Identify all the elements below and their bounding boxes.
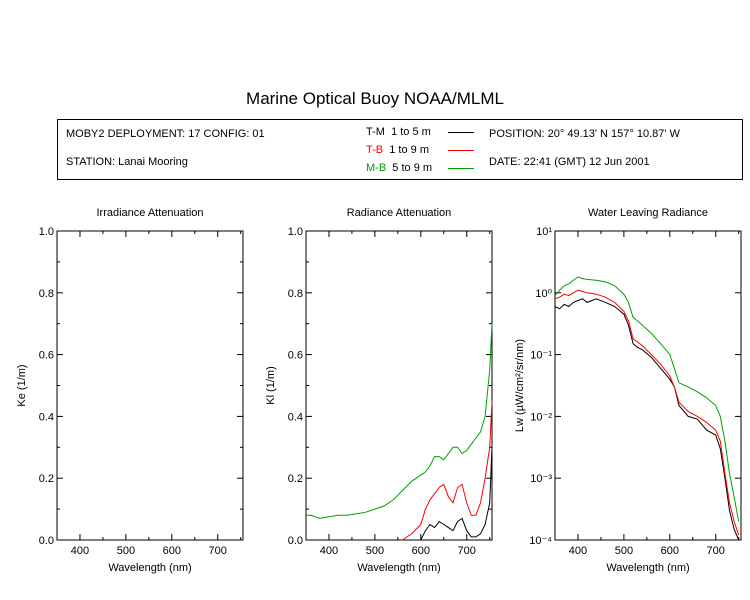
x-tick-label: 400 (320, 545, 338, 557)
legend-swatch-mb (448, 168, 474, 169)
y-tick-label: 0.2 (288, 473, 303, 485)
x-axis-label: Wavelength (nm) (357, 562, 440, 574)
main-title: Marine Optical Buoy NOAA/MLML (246, 89, 504, 108)
y-tick-label: 0.8 (39, 288, 54, 300)
legend-swatch-tb (448, 150, 474, 151)
series-line-m-b (306, 323, 493, 519)
x-tick-label: 500 (615, 545, 633, 557)
legend-range-mb: 5 to 9 m (392, 162, 433, 174)
y-tick-label: 10⁻¹ (530, 350, 552, 362)
station-text: STATION: Lanai Mooring (66, 156, 188, 168)
chart-2: Radiance Attenuation 400 500 600 700 Waveleng… (265, 207, 493, 574)
legend-code-tm: T-M (366, 126, 385, 138)
legend-code-tb: T-B (366, 144, 384, 156)
y-tick-label: 0.0 (39, 535, 54, 547)
x-tick-label: 600 (661, 545, 679, 557)
y-tick-label: 0.6 (39, 350, 54, 362)
legend-code-mb: M-B (366, 162, 387, 174)
y-tick-label: 10¹ (536, 226, 552, 238)
y-tick-label: 0.8 (288, 288, 303, 300)
plot-frame (56, 230, 244, 541)
y-tick-label: 0.6 (288, 350, 303, 362)
x-tick-label: 700 (209, 545, 227, 557)
x-tick-label: 600 (412, 545, 430, 557)
position-text: POSITION: 20° 49.13' N 157° 10.87' W (489, 128, 680, 140)
y-tick-label: 10⁰ (535, 288, 552, 300)
chart-title: Radiance Attenuation (347, 207, 452, 219)
chart-3: Water Leaving Radiance 400 500 600 700 Wavele… (514, 207, 742, 574)
legend-item-mb: M-B 5 to 9 m (366, 162, 432, 174)
x-axis-label: Wavelength (nm) (606, 562, 689, 574)
x-axis-label: Wavelength (nm) (108, 562, 191, 574)
series-line-t-m (554, 298, 740, 541)
deployment-text: MOBY2 DEPLOYMENT: 17 CONFIG: 01 (66, 128, 265, 140)
x-tick-label: 400 (569, 545, 587, 557)
plot-frame (554, 230, 742, 541)
y-tick-label: 10⁻⁴ (529, 535, 552, 547)
chart-title: Water Leaving Radiance (588, 207, 708, 219)
legend-item-tm: T-M 1 to 5 m (366, 126, 431, 138)
x-tick-label: 400 (71, 545, 89, 557)
legend-range-tb: 1 to 9 m (389, 144, 429, 156)
series-line-t-m (420, 447, 493, 541)
y-tick-label: 1.0 (39, 226, 54, 238)
series-line-m-b (554, 276, 740, 522)
y-axis-label: Ke (1/m) (16, 364, 28, 406)
y-axis-label: Lw (µW/cm²/sr/nm) (514, 339, 526, 432)
y-tick-label: 0.4 (39, 411, 54, 423)
y-tick-label: 0.4 (288, 411, 303, 423)
x-tick-label: 700 (707, 545, 725, 557)
x-tick-label: 700 (458, 545, 476, 557)
legend-swatch-tm (448, 132, 474, 133)
series-line-t-b (402, 400, 493, 541)
x-tick-label: 600 (163, 545, 181, 557)
x-tick-label: 500 (117, 545, 135, 557)
y-tick-label: 0.0 (288, 535, 303, 547)
chart-1: Irradiance Attenuation 400 500 600 700 Wavele… (16, 207, 244, 574)
info-box: MOBY2 DEPLOYMENT: 17 CONFIG: 01 STATION:… (57, 119, 743, 180)
chart-title: Irradiance Attenuation (96, 207, 203, 219)
x-tick-label: 500 (366, 545, 384, 557)
legend-item-tb: T-B 1 to 9 m (366, 144, 429, 156)
y-tick-label: 1.0 (288, 226, 303, 238)
y-axis-label: Kl (1/m) (265, 366, 277, 405)
y-tick-label: 10⁻³ (530, 473, 552, 485)
y-tick-label: 10⁻² (530, 411, 552, 423)
series-line-t-b (554, 289, 740, 536)
legend-range-tm: 1 to 5 m (391, 126, 431, 138)
date-text: DATE: 22:41 (GMT) 12 Jun 2001 (489, 156, 650, 168)
y-tick-label: 0.2 (39, 473, 54, 485)
